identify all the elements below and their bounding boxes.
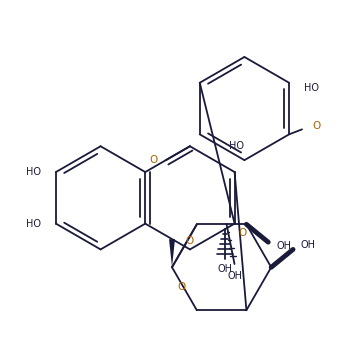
Polygon shape	[169, 239, 175, 267]
Text: OH: OH	[227, 271, 242, 281]
Text: O: O	[150, 155, 158, 165]
Text: HO: HO	[26, 167, 41, 177]
Text: O: O	[186, 236, 194, 246]
Text: O: O	[177, 282, 186, 292]
Text: HO: HO	[26, 219, 41, 229]
Text: OH: OH	[301, 240, 316, 250]
Text: OH: OH	[276, 241, 291, 251]
Text: HO: HO	[304, 83, 319, 93]
Text: O: O	[312, 121, 320, 131]
Text: HO: HO	[229, 141, 244, 151]
Text: O: O	[238, 228, 247, 238]
Text: OH: OH	[217, 264, 232, 274]
